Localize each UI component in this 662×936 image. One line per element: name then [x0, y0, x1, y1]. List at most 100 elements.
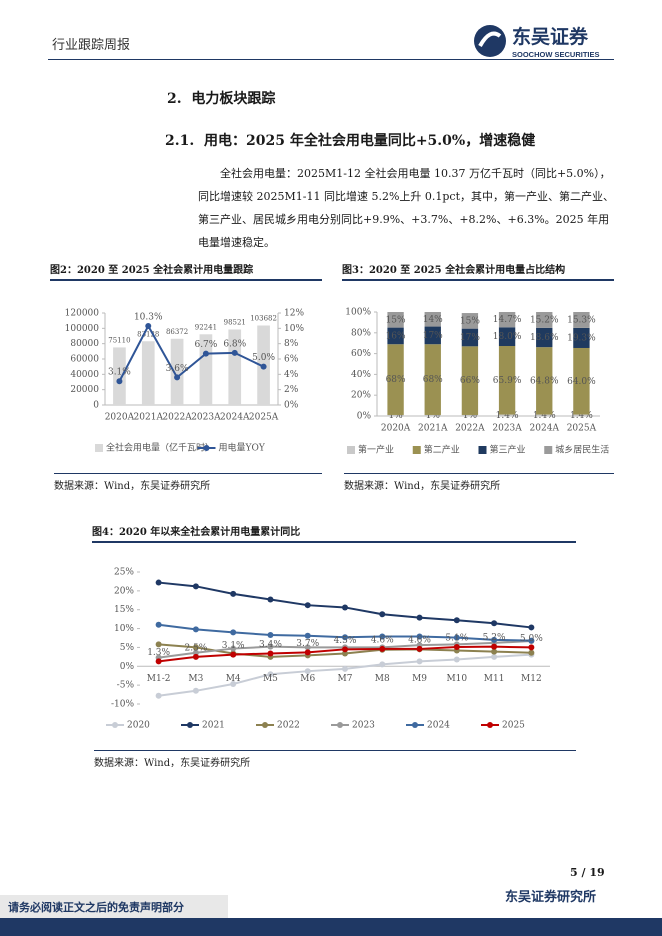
data-label: 1%: [426, 411, 441, 421]
data-label: 14.7%: [493, 315, 522, 325]
data-label: 3.4%: [259, 640, 282, 650]
data-label: 4.6%: [408, 635, 431, 645]
point: [231, 349, 238, 356]
legend-label: 2025: [502, 721, 525, 731]
point: [260, 363, 267, 370]
point: [528, 644, 535, 651]
point: [192, 583, 199, 590]
x-tick-label: M6: [300, 674, 315, 684]
bar-segment: [461, 313, 479, 329]
point: [304, 602, 311, 609]
data-label: 6.7%: [194, 340, 217, 350]
data-label: 75110: [108, 336, 130, 344]
x-tick-label: 2024A: [530, 424, 560, 434]
x-tick-label: 2022A: [455, 424, 485, 434]
subsection-title: 用电：2025 年全社会用电量同比+5.0%，增速稳健: [203, 133, 536, 149]
data-label: 5.0%: [252, 353, 275, 363]
legend-marker: [337, 722, 343, 728]
bar-segment: [424, 312, 441, 327]
point: [230, 590, 237, 597]
bar-segment: [387, 414, 404, 416]
bar: [228, 329, 242, 405]
data-label: 18.0%: [493, 332, 522, 342]
point: [155, 658, 162, 665]
x-tick-label: 2023A: [492, 424, 522, 434]
data-label: 1%: [388, 411, 403, 421]
point: [342, 604, 348, 611]
report-type: 行业跟踪周报: [52, 38, 131, 53]
legend-marker: [187, 722, 193, 728]
bar-segment: [424, 344, 441, 415]
page-number: 5 / 19: [570, 866, 605, 879]
data-label: 1%: [463, 411, 478, 421]
point: [416, 645, 423, 652]
y-tick-label: -10%: [111, 700, 134, 710]
y-tick-label: 25%: [114, 568, 134, 578]
figure-title: 图2：2020 至 2025 全社会累计用电量跟踪: [50, 261, 322, 281]
legend-label: 第二产业: [424, 444, 460, 456]
y-tick-label: 20000: [70, 385, 99, 395]
y-tick-label: 4%: [284, 370, 299, 380]
point: [145, 323, 152, 330]
data-label: 18.6%: [530, 333, 559, 343]
point: [192, 653, 199, 660]
y-tick-label: 100000: [65, 324, 100, 334]
paragraph: 全社会用电量：2025M1-12 全社会用电量 10.37 万亿千瓦时（同比+5…: [198, 167, 615, 249]
legend-label: 2022: [277, 721, 300, 731]
y-tick-label: 40%: [351, 370, 371, 380]
y-tick-label: 40000: [70, 370, 99, 380]
point: [192, 644, 199, 651]
bar-segment: [424, 326, 441, 345]
point: [267, 631, 274, 638]
data-label: 4.6%: [371, 635, 394, 645]
subsection-heading: 2.1. 用电：2025 年全社会用电量同比+5.0%，增速稳健: [165, 130, 535, 150]
point: [267, 671, 274, 678]
bar-segment: [573, 312, 590, 328]
bar-segment: [573, 414, 590, 416]
bar-segment: [536, 347, 553, 415]
point: [267, 643, 274, 650]
point: [491, 653, 498, 660]
figure-source: 数据来源：Wind，东吴证券研究所: [94, 750, 576, 769]
logo-mark: [474, 25, 506, 57]
bar: [170, 338, 184, 405]
point: [304, 632, 311, 639]
figure-source: 数据来源：Wind，东吴证券研究所: [54, 473, 322, 492]
data-label: 4.5%: [334, 636, 357, 646]
point: [491, 636, 498, 643]
data-label: 68%: [386, 375, 406, 385]
bar-segment: [461, 328, 479, 347]
bar-segment: [573, 347, 590, 415]
data-label: 17%: [423, 331, 443, 341]
y-tick-label: 0%: [357, 412, 372, 422]
point: [453, 634, 460, 641]
data-label: 19.3%: [567, 333, 596, 343]
data-label: 15.2%: [530, 315, 559, 325]
logo-swoosh: [478, 31, 502, 48]
y-tick-label: 12%: [284, 309, 304, 319]
figure-title: 图4：2020 年以来全社会累计用电量累计同比: [92, 523, 576, 543]
section-number: 2.: [167, 91, 182, 107]
data-label: 98521: [224, 318, 246, 326]
point: [453, 644, 460, 651]
x-tick-label: M12: [521, 674, 542, 684]
x-tick-label: M9: [412, 674, 427, 684]
point: [155, 579, 162, 586]
data-label: 5.1%: [445, 634, 468, 644]
point: [342, 650, 348, 657]
y-tick-label: 80000: [70, 339, 99, 349]
point: [379, 633, 386, 640]
data-label: 68%: [423, 375, 443, 385]
point: [230, 645, 237, 652]
chart: 0 20000 40000 60000 80000 100000 120000 0% 2% 4% 6…: [65, 309, 305, 454]
legend-label: 第三产业: [490, 444, 526, 456]
bar: [141, 341, 155, 405]
data-label: 64.0%: [567, 377, 596, 387]
y-tick-label: 8%: [284, 339, 299, 349]
section-heading: 2. 电力板块跟踪: [167, 88, 275, 108]
point: [202, 350, 209, 357]
data-label: 65.9%: [493, 376, 522, 386]
data-label: 3.1%: [108, 368, 131, 378]
bar: [113, 347, 126, 405]
point: [304, 668, 311, 675]
